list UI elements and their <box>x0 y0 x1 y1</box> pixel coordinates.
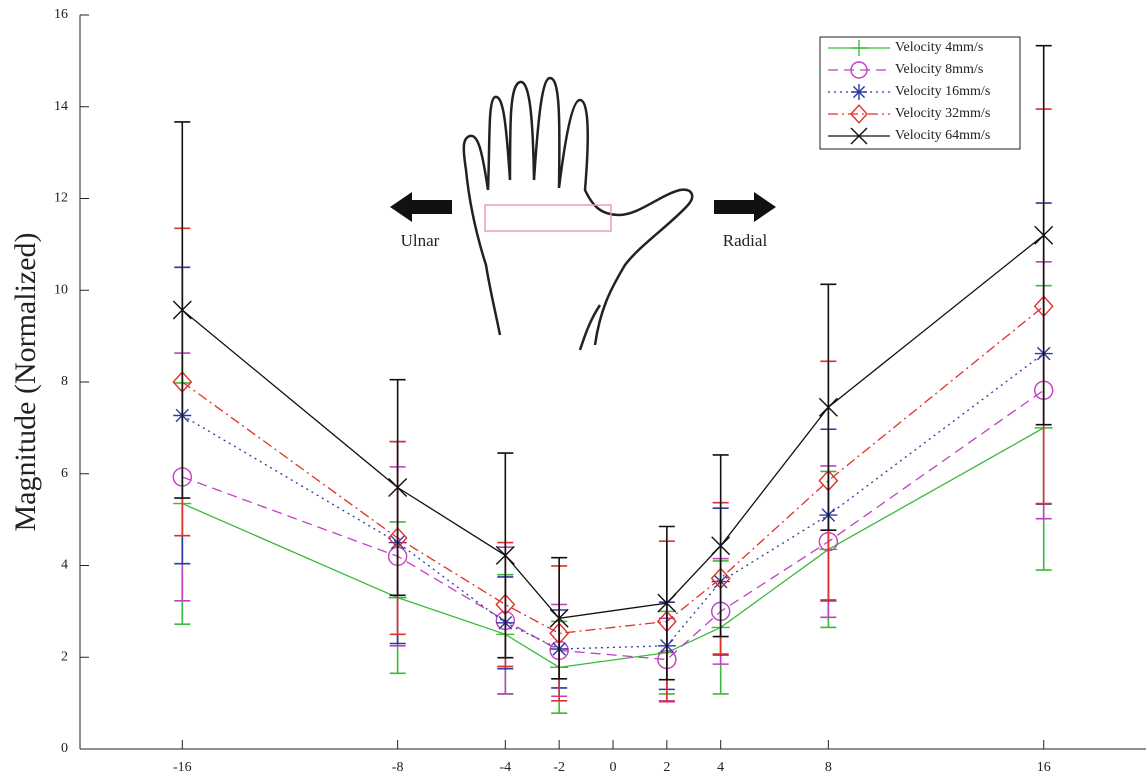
arrow-left <box>390 192 452 222</box>
x-tick-label: 2 <box>663 760 670 775</box>
x-tick-label: -2 <box>553 760 565 775</box>
series-line <box>182 390 1043 659</box>
x-tick-label: -16 <box>173 760 192 775</box>
hand-illustration <box>464 78 692 350</box>
legend-label: Velocity 4mm/s <box>895 40 983 55</box>
x-tick-label: 0 <box>610 760 617 775</box>
chart: Magnitude (Normalized) Ulnar Radial 0 2 4 6… <box>0 0 1147 778</box>
x-tick-label: -4 <box>499 760 511 775</box>
arrow-right <box>714 192 776 222</box>
y-tick-label: 6 <box>61 466 68 481</box>
series-line <box>182 235 1043 618</box>
y-tick-label: 14 <box>54 99 68 114</box>
legend-label: Velocity 16mm/s <box>895 84 990 99</box>
y-tick-label: 4 <box>61 558 68 573</box>
legend-marker <box>851 84 867 100</box>
x-tick-label: 4 <box>717 760 724 775</box>
legend-label: Velocity 64mm/s <box>895 128 990 143</box>
y-tick-label: 12 <box>54 191 68 206</box>
annotation: Ulnar <box>401 231 440 250</box>
y-tick-label: 0 <box>61 741 68 756</box>
annotation: Radial <box>723 231 768 250</box>
y-tick-label: 16 <box>54 7 68 22</box>
series-line <box>182 306 1043 633</box>
y-tick-label: 8 <box>61 374 68 389</box>
x-tick-label: 16 <box>1037 760 1051 775</box>
x-tick-label: -8 <box>392 760 404 775</box>
x-tick-label: 8 <box>825 760 832 775</box>
y-tick-label: 10 <box>54 282 68 297</box>
y-tick-label: 2 <box>61 649 68 664</box>
highlight-box <box>485 205 611 231</box>
y-axis-label: Magnitude (Normalized) <box>9 232 42 531</box>
legend-label: Velocity 32mm/s <box>895 106 990 121</box>
legend-label: Velocity 8mm/s <box>895 62 983 77</box>
series-line <box>182 428 1043 667</box>
